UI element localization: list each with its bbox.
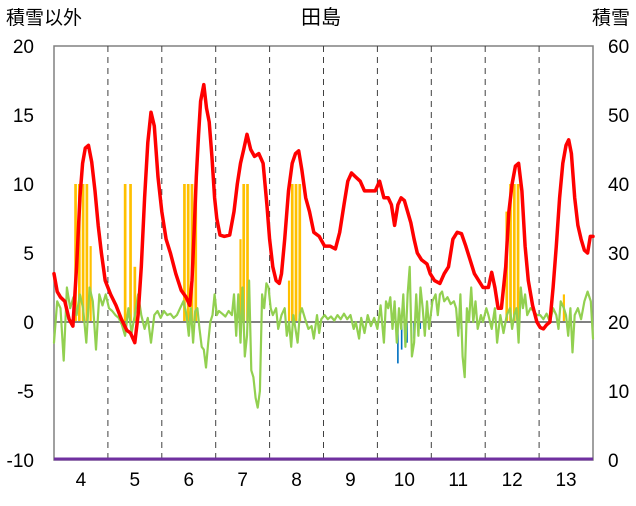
right-y-tick-label: 60 [608, 37, 629, 58]
orange-bar [186, 184, 190, 322]
left-axis-label: 積雪以外 [6, 7, 82, 29]
x-tick-label: 6 [183, 470, 194, 491]
left-y-tick-label: -5 [17, 382, 34, 403]
ticks-layer: 4 5 6 7 8 9 10 11 12 13 -10 -5 0 5 10 15 20 0 10 20 30 40 50 60 [7, 37, 630, 491]
x-tick-label: 7 [237, 470, 248, 491]
orange-bar [123, 184, 127, 322]
chart-title: 田島 [301, 6, 341, 29]
blue-bar [419, 322, 422, 329]
orange-bar [287, 280, 291, 322]
x-tick-label: 12 [502, 470, 523, 491]
orange-bar [246, 184, 249, 322]
right-y-tick-label: 20 [608, 313, 629, 334]
left-y-tick-label: 5 [23, 244, 34, 265]
orange-bar [509, 184, 512, 322]
orange-bar [516, 184, 520, 322]
orange-bar [133, 266, 137, 322]
right-y-tick-label: 50 [608, 106, 629, 127]
right-y-tick-label: 0 [608, 451, 619, 472]
x-tick-label: 4 [76, 470, 87, 491]
orange-bar [183, 184, 186, 322]
left-y-tick-label: 20 [13, 37, 34, 58]
plot-frame [53, 45, 594, 461]
orange-bar [81, 184, 85, 322]
x-tick-label: 9 [345, 470, 356, 491]
right-y-tick-label: 30 [608, 244, 629, 265]
orange-bar [194, 184, 198, 322]
left-y-tick-label: 15 [13, 106, 34, 127]
right-axis-label: 積雪 [592, 7, 630, 29]
x-tick-label: 11 [448, 470, 468, 491]
left-y-tick-label: 10 [13, 175, 34, 196]
orange-bar [294, 184, 298, 322]
orange-bar [290, 184, 294, 322]
right-y-tick-label: 10 [608, 382, 629, 403]
red-series-line [52, 82, 595, 345]
green-series-line [52, 265, 595, 409]
orange-bar [239, 239, 242, 322]
grid-layer [107, 46, 540, 460]
orange-bar [77, 184, 81, 322]
orange-bar [129, 184, 132, 322]
x-tick-label: 13 [555, 470, 576, 491]
right-y-tick-label: 40 [608, 175, 629, 196]
orange-bar [242, 184, 246, 322]
x-tick-label: 5 [130, 470, 141, 491]
blue-bar [400, 322, 403, 350]
x-tick-label: 8 [291, 470, 302, 491]
orange-bar [512, 184, 516, 322]
orange-bar [85, 184, 89, 322]
orange-bar [298, 184, 302, 322]
left-y-tick-label: 0 [23, 313, 34, 334]
series-layer [52, 82, 595, 409]
x-tick-label: 10 [394, 470, 415, 491]
orange-bar [89, 246, 92, 322]
left-y-tick-label: -10 [7, 451, 34, 472]
